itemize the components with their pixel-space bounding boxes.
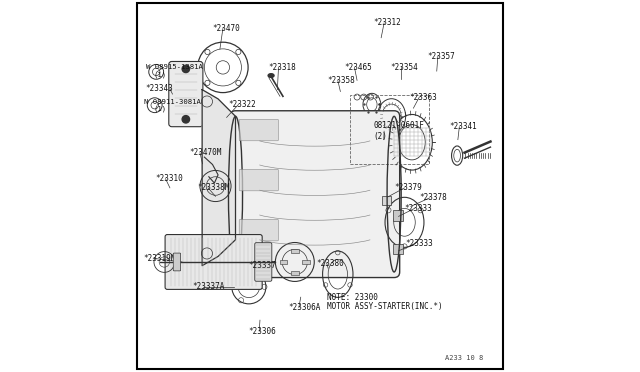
Text: *23337: *23337: [249, 261, 276, 270]
Ellipse shape: [268, 74, 274, 77]
FancyBboxPatch shape: [382, 196, 391, 205]
Text: MOTOR ASSY-STARTER(INC.*): MOTOR ASSY-STARTER(INC.*): [326, 302, 442, 311]
Text: *23322: *23322: [228, 100, 256, 109]
FancyBboxPatch shape: [392, 211, 403, 221]
Text: *23312: *23312: [374, 19, 401, 28]
Text: *23337A: *23337A: [192, 282, 225, 291]
FancyBboxPatch shape: [392, 244, 403, 254]
Text: *23310: *23310: [155, 174, 183, 183]
FancyBboxPatch shape: [255, 243, 272, 281]
Circle shape: [182, 116, 189, 123]
Polygon shape: [202, 90, 236, 266]
Text: *23354: *23354: [390, 63, 418, 72]
Text: A233 10 8: A233 10 8: [445, 355, 484, 361]
FancyBboxPatch shape: [291, 248, 298, 253]
Text: (1): (1): [154, 71, 167, 78]
FancyBboxPatch shape: [239, 119, 278, 141]
FancyBboxPatch shape: [291, 271, 298, 275]
FancyBboxPatch shape: [136, 3, 504, 369]
Text: 08121-0601F
(2): 08121-0601F (2): [374, 121, 424, 141]
FancyBboxPatch shape: [239, 169, 278, 191]
FancyBboxPatch shape: [173, 253, 180, 271]
FancyBboxPatch shape: [302, 260, 310, 264]
Text: NOTE: 23300: NOTE: 23300: [326, 294, 378, 302]
Text: N 08911-3081A: N 08911-3081A: [144, 99, 201, 105]
Text: *23341: *23341: [449, 122, 477, 131]
Text: *23379: *23379: [394, 183, 422, 192]
Text: *23470M: *23470M: [189, 148, 222, 157]
Text: *23358: *23358: [328, 76, 355, 85]
Text: *23318: *23318: [268, 63, 296, 72]
Text: *23338M: *23338M: [198, 183, 230, 192]
Text: *23378: *23378: [419, 193, 447, 202]
FancyBboxPatch shape: [165, 235, 262, 289]
FancyBboxPatch shape: [169, 61, 203, 127]
Text: *23465: *23465: [344, 63, 372, 72]
Text: *23470: *23470: [212, 24, 240, 33]
Text: *23319M: *23319M: [143, 254, 175, 263]
FancyBboxPatch shape: [239, 219, 278, 241]
Text: *23357: *23357: [428, 52, 455, 61]
Circle shape: [182, 65, 189, 73]
Text: (1): (1): [154, 106, 167, 112]
Text: *23343: *23343: [146, 84, 173, 93]
FancyBboxPatch shape: [280, 260, 287, 264]
FancyBboxPatch shape: [230, 111, 400, 278]
Text: *23363: *23363: [409, 93, 436, 102]
Text: *23306A: *23306A: [289, 303, 321, 312]
Text: *23306: *23306: [249, 327, 276, 336]
Text: *23380: *23380: [316, 259, 344, 267]
Text: W 08915-1381A: W 08915-1381A: [146, 64, 203, 70]
Text: *23333: *23333: [405, 239, 433, 248]
Text: *23333: *23333: [404, 204, 432, 213]
